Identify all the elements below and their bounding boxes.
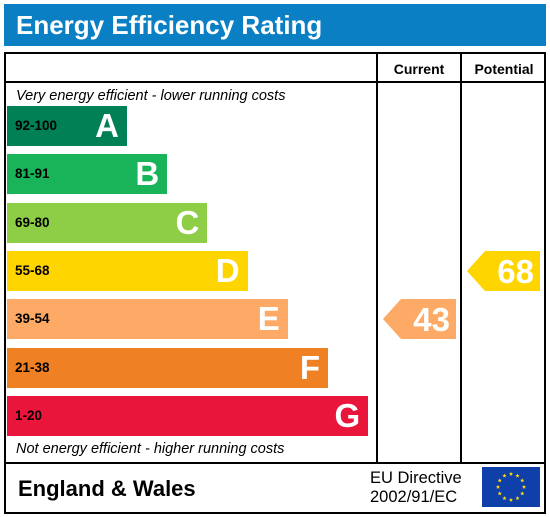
eu-flag-star: [502, 496, 507, 501]
rating-band-range: 92-100: [15, 118, 58, 133]
rating-band-c: 69-80 C: [7, 202, 208, 243]
rating-band-letter: C: [175, 203, 200, 241]
rating-band-e: 39-54 E: [7, 299, 288, 340]
eu-flag-star: [508, 497, 514, 502]
rating-band-g: 1-20 G: [7, 395, 369, 436]
eu-flag-star: [495, 484, 501, 489]
very-efficient-note: Very energy efficient - lower running co…: [16, 88, 286, 104]
rating-band-range: 55-68: [15, 262, 50, 278]
rating-band-letter: G: [334, 396, 361, 434]
eu-directive-line1: EU Directive: [370, 469, 462, 487]
eu-flag-star: [502, 473, 507, 478]
current-column-header: Current: [393, 61, 445, 77]
rating-band-letter: B: [135, 155, 160, 193]
potential-rating-arrow: 68: [467, 250, 540, 291]
not-efficient-note: Not energy efficient - higher running co…: [16, 441, 285, 457]
page-title: Energy Efficiency Rating: [16, 10, 323, 40]
potential-rating-arrow-shape: [467, 250, 540, 291]
rating-band-letter: D: [215, 251, 240, 289]
eu-flag-star: [497, 478, 502, 483]
eu-flag-star: [515, 473, 520, 478]
current-rating-arrow: 43: [383, 299, 456, 340]
eu-flag-star: [520, 478, 525, 483]
title-bar: Energy Efficiency Rating: [4, 4, 546, 46]
rating-band-range: 69-80: [15, 214, 50, 230]
potential-rating-value: 68: [497, 253, 534, 290]
current-rating-arrow-shape: [383, 299, 456, 340]
rating-band-a: 92-100 A: [7, 106, 127, 146]
eu-flag-icon: [482, 467, 540, 507]
current-column-divider: [376, 52, 378, 464]
rating-band-f: 21-38 F: [7, 347, 328, 388]
header-row-divider: [4, 81, 546, 83]
country-label: England & Wales: [18, 476, 196, 501]
eu-flag-star: [497, 491, 502, 496]
rating-band-letter: A: [95, 107, 119, 144]
potential-column-divider: [460, 52, 462, 464]
eu-flag-star: [521, 484, 527, 489]
eu-flag-star: [515, 496, 520, 501]
rating-band-range: 81-91: [15, 166, 50, 182]
eu-flag-star: [520, 491, 525, 496]
rating-band-range: 39-54: [15, 311, 50, 327]
rating-band-b: 81-91 B: [7, 154, 168, 195]
current-rating-value: 43: [413, 301, 450, 338]
rating-band-letter: E: [257, 300, 280, 338]
rating-band-range: 21-38: [15, 359, 50, 375]
potential-column-header: Potential: [474, 61, 534, 77]
rating-table-frame: [4, 52, 546, 514]
rating-band-letter: F: [299, 348, 320, 386]
rating-band-range: 1-20: [15, 407, 43, 423]
eu-flag-star: [508, 471, 514, 476]
footer-row-divider: [4, 462, 546, 464]
eu-directive-line2: 2002/91/EC: [370, 488, 458, 506]
rating-band-d: 55-68 D: [7, 250, 248, 291]
